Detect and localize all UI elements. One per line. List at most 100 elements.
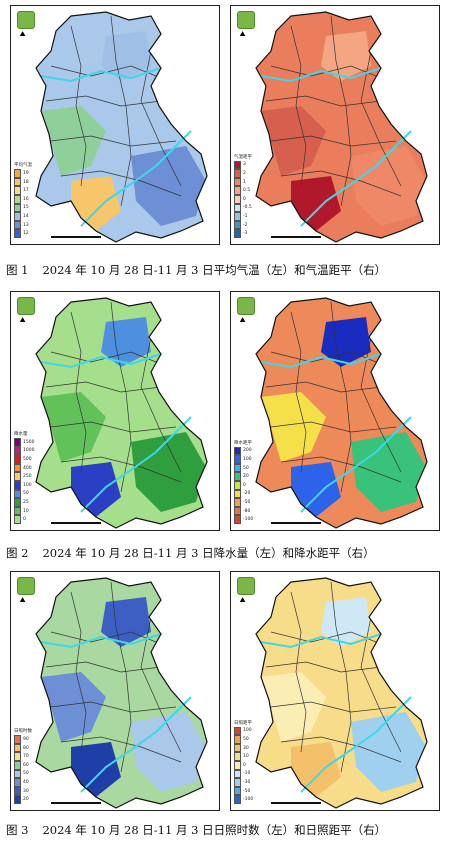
legend-value: 30 <box>243 745 249 751</box>
legend-value: 1500 <box>23 439 35 445</box>
legend-value: 50 <box>243 465 249 471</box>
legend-swatch <box>234 515 241 524</box>
county-boundary <box>270 631 377 643</box>
legend-entry: -100 <box>234 515 253 524</box>
figure-caption-label: 图 2 <box>6 546 29 560</box>
figure-caption-text: 2024 年 10 月 28 日-11 月 3 日日照时数（左）和日照距平（右） <box>42 823 387 837</box>
legend-entry: 15 <box>14 203 32 213</box>
legend-entry: 80 <box>14 743 32 753</box>
map-panel: ⯅ 日照时数 90 80 70 60 50 40 30 20 <box>10 571 220 811</box>
legend-entry: 100 <box>234 726 253 736</box>
legend-value: 1 <box>243 179 246 185</box>
value-zone <box>131 146 206 226</box>
value-zone <box>101 597 151 647</box>
province-border <box>35 577 208 809</box>
legend-title: 日照时数 <box>14 729 32 735</box>
legend-swatch <box>14 186 21 195</box>
legend-swatch <box>14 760 21 770</box>
legend-swatch <box>14 229 21 238</box>
county-boundary <box>110 581 132 773</box>
province-map <box>255 11 428 243</box>
county-boundary <box>270 351 377 363</box>
legend-entry: -1 <box>234 212 252 221</box>
river-line <box>80 130 192 227</box>
county-boundary <box>70 311 87 473</box>
legend-swatch <box>234 786 241 796</box>
legend-value: 13 <box>23 222 29 228</box>
legend-value: 80 <box>23 745 29 751</box>
province-border <box>255 577 428 809</box>
legend-value: -0.5 <box>243 205 252 211</box>
legend-title: 降水距平 <box>234 440 252 446</box>
legend-entry: 14 <box>14 212 32 221</box>
legend-entry: -50 <box>234 498 253 507</box>
legend-swatch <box>234 203 241 213</box>
province-map <box>255 297 428 529</box>
value-zone <box>261 672 326 742</box>
legend-swatch <box>14 438 21 447</box>
north-arrow-icon: ⯅ <box>239 30 247 40</box>
legend-title: 日照距平 <box>234 720 252 726</box>
legend-value: -10 <box>243 771 251 777</box>
legend-value: -100 <box>243 517 254 523</box>
legend-value: -20 <box>243 491 251 497</box>
legend-entry: -0.5 <box>234 203 252 213</box>
legend-swatch <box>234 220 241 230</box>
legend-entry: 70 <box>14 752 32 761</box>
map-legend: 降水量 1500 1000 500 400 250 100 50 25 10 0 <box>14 431 34 524</box>
legend-value: 15 <box>23 205 29 211</box>
value-zone <box>101 317 151 367</box>
legend-swatch <box>234 480 241 490</box>
legend-value: 50 <box>23 491 29 497</box>
north-arrow-icon: ⯅ <box>19 316 27 326</box>
figure-caption-label: 图 3 <box>6 823 29 837</box>
legend-swatch <box>234 160 241 170</box>
map-panel: ⯅ 日照距平 100 50 30 10 0 -10 -30 -50 -100 <box>230 571 440 811</box>
county-boundary <box>280 456 402 483</box>
legend-entry: 90 <box>14 735 32 744</box>
legend-entry: 0.5 <box>234 186 252 195</box>
county-boundary <box>330 301 352 493</box>
legend-swatch <box>234 194 241 204</box>
scale-bar <box>51 522 101 524</box>
county-boundary <box>60 456 182 483</box>
river-line <box>300 696 412 793</box>
legend-entry: -20 <box>234 489 253 499</box>
value-zone <box>261 392 326 462</box>
legend-entry: -10 <box>234 769 253 779</box>
legend-value: 60 <box>23 762 29 768</box>
legend-entry: 3 <box>234 160 252 170</box>
legend-value: -50 <box>243 788 251 794</box>
legend-entry: 50 <box>234 735 253 744</box>
legend-entry: 16 <box>14 194 32 204</box>
legend-entry: 250 <box>14 472 34 481</box>
county-boundary <box>60 170 182 197</box>
legend-value: 2 <box>243 170 246 176</box>
legend-value: 0 <box>243 196 246 202</box>
province-border <box>35 297 208 529</box>
value-zone <box>291 742 341 797</box>
north-arrow-icon: ⯅ <box>19 596 27 606</box>
legend-value: 25 <box>23 499 29 505</box>
legend-entry: 1500 <box>14 438 34 447</box>
county-boundary <box>265 381 382 393</box>
legend-entry: 200 <box>234 446 253 456</box>
legend-entry: 0 <box>234 194 252 204</box>
legend-swatch <box>14 480 21 490</box>
legend-entry: 10 <box>234 752 253 761</box>
map-legend: 降水距平 200 100 50 20 0 -20 -50 -80 -100 <box>234 440 253 524</box>
legend-value: 250 <box>23 474 32 480</box>
legend-swatch <box>234 769 241 779</box>
value-zone <box>41 672 106 742</box>
legend-entry: 50 <box>14 489 34 499</box>
legend-entry: -50 <box>234 786 253 796</box>
scale-bar <box>51 236 101 238</box>
legend-value: 90 <box>23 736 29 742</box>
legend-entry: 20 <box>14 795 32 804</box>
legend-value: 0 <box>243 762 246 768</box>
map-legend: 平均气温 19 18 17 16 15 14 13 12 <box>14 162 32 238</box>
legend-swatch <box>14 778 21 787</box>
value-zone <box>351 712 426 792</box>
value-zone <box>351 146 426 226</box>
map-legend: 日照距平 100 50 30 10 0 -10 -30 -50 -100 <box>234 720 253 804</box>
